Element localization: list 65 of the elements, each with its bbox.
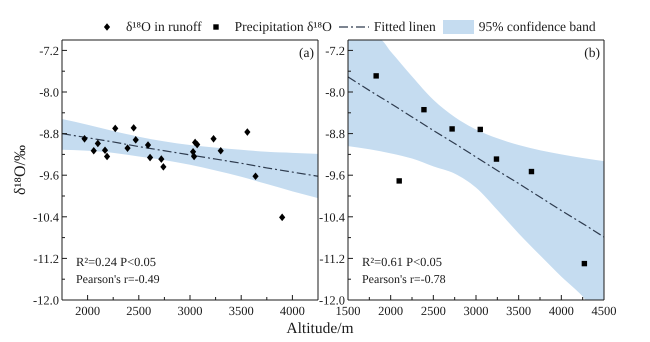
point xyxy=(130,124,137,132)
x-tick-label: 3500 xyxy=(228,304,254,318)
x-tick-label: 2000 xyxy=(75,304,100,318)
point xyxy=(449,126,455,132)
point xyxy=(252,172,259,180)
annotation: R²=0.61 P<0.05 xyxy=(362,255,442,269)
y-tick-label: -8.8 xyxy=(325,127,345,142)
y-tick-label: -8.0 xyxy=(39,86,59,100)
annotation: Pearson's r=-0.78 xyxy=(362,272,446,286)
chart-title: (a) xyxy=(299,45,314,60)
line-series xyxy=(62,133,318,177)
point xyxy=(104,152,110,160)
point xyxy=(146,154,154,162)
chart-title: (b) xyxy=(584,45,600,60)
point xyxy=(582,260,588,266)
x-tick-label: 4500 xyxy=(592,304,616,318)
point xyxy=(160,163,166,171)
point xyxy=(421,106,427,112)
annotation: Pearson's r=-0.49 xyxy=(76,272,160,286)
x-axis-title: Altitude/m xyxy=(286,320,354,337)
point xyxy=(112,124,118,132)
point xyxy=(279,214,286,222)
y-tick-label: -10.4 xyxy=(32,210,60,224)
y-tick-label: -11.2 xyxy=(33,252,59,266)
point xyxy=(244,128,250,136)
y-tick-label: -7.2 xyxy=(325,44,345,58)
legend-label: Precipitation δ¹⁸O xyxy=(234,19,332,35)
point xyxy=(81,135,88,143)
point xyxy=(124,144,131,152)
y-tick-label: -8.8 xyxy=(39,127,59,142)
point xyxy=(373,73,379,79)
point xyxy=(94,140,101,148)
x-tick-label: 2000 xyxy=(378,304,404,318)
x-tick-label: 3000 xyxy=(464,304,488,318)
x-tick-label: 3500 xyxy=(506,304,532,318)
y-tick-label: -9.6 xyxy=(325,168,345,183)
y-tick-label: -11.2 xyxy=(319,252,345,266)
y-tick-label: -12.0 xyxy=(32,294,59,308)
point xyxy=(102,146,108,154)
y-tick-label: -7.2 xyxy=(39,44,59,58)
y-tick-label: -10.4 xyxy=(318,210,346,224)
point xyxy=(396,178,402,184)
point xyxy=(218,146,224,155)
legend-label: Fitted linen xyxy=(374,19,436,35)
y-tick-label: -9.6 xyxy=(39,168,59,183)
y-axis-title: δ¹⁸O/‰ xyxy=(12,145,29,195)
x-tick-label: 2500 xyxy=(420,304,446,318)
point xyxy=(90,146,97,155)
point xyxy=(144,141,152,149)
point xyxy=(494,156,500,162)
x-tick-label: 4000 xyxy=(280,304,305,318)
point xyxy=(478,126,483,132)
legend-label: 95% confidence band xyxy=(478,19,596,35)
x-tick-label: 2500 xyxy=(126,304,152,318)
point xyxy=(528,168,534,174)
x-tick-label: 3000 xyxy=(178,304,202,318)
point xyxy=(158,155,164,163)
y-tick-label: -8.0 xyxy=(325,86,345,100)
point xyxy=(132,136,139,144)
legend-label: δ¹⁸O in runoff xyxy=(126,19,202,35)
x-tick-label: 4000 xyxy=(548,304,574,318)
point xyxy=(210,135,217,143)
line-series xyxy=(348,76,604,238)
point xyxy=(190,152,198,160)
annotation: R²=0.24 P<0.05 xyxy=(76,255,156,269)
